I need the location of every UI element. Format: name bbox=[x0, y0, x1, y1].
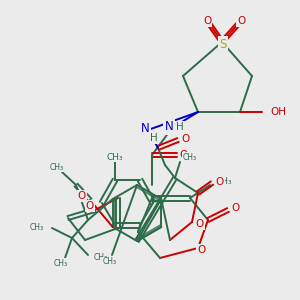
Text: S: S bbox=[219, 38, 227, 50]
Text: CH₃: CH₃ bbox=[50, 163, 64, 172]
Text: CH₃: CH₃ bbox=[103, 257, 117, 266]
Text: O: O bbox=[197, 245, 205, 255]
Text: O: O bbox=[196, 219, 204, 229]
Text: CH₃: CH₃ bbox=[183, 152, 197, 161]
Text: CH₃: CH₃ bbox=[94, 254, 108, 262]
Text: O: O bbox=[180, 150, 188, 160]
Text: CH₃: CH₃ bbox=[107, 152, 123, 161]
Text: CH₃: CH₃ bbox=[30, 223, 44, 232]
Text: O: O bbox=[216, 177, 224, 187]
Text: N: N bbox=[141, 122, 149, 134]
Text: H: H bbox=[150, 133, 158, 143]
Text: H: H bbox=[176, 122, 184, 132]
Text: O: O bbox=[237, 16, 245, 26]
Text: O: O bbox=[232, 203, 240, 213]
Text: O: O bbox=[86, 201, 94, 211]
Text: O: O bbox=[78, 191, 86, 201]
Text: O: O bbox=[182, 134, 190, 144]
Text: CH₃: CH₃ bbox=[54, 259, 68, 268]
Text: OH: OH bbox=[270, 107, 286, 117]
Text: N: N bbox=[165, 121, 173, 134]
Text: CH₃: CH₃ bbox=[216, 178, 232, 187]
Text: O: O bbox=[203, 16, 211, 26]
